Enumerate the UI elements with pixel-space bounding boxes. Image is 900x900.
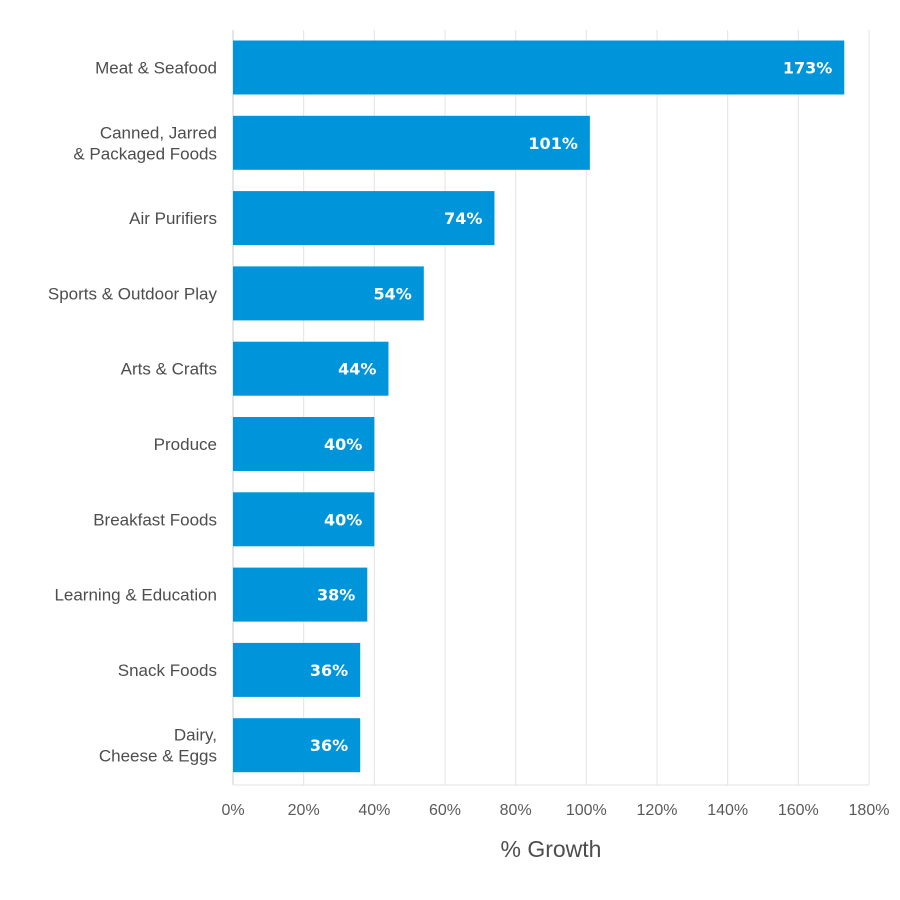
category-label: Produce xyxy=(154,435,217,454)
value-label: 44% xyxy=(338,360,376,379)
bar xyxy=(233,492,375,547)
category-label-line: Dairy, xyxy=(174,726,217,745)
category-label: Canned, Jarred & Packaged Foods xyxy=(73,123,217,163)
category-label: Meat & Seafood xyxy=(95,59,217,78)
bars xyxy=(233,40,845,773)
value-label: 74% xyxy=(444,209,482,228)
category-label-line: Snack Foods xyxy=(118,661,217,680)
x-tick-label: 60% xyxy=(429,802,461,819)
category-label: Learning & Education xyxy=(54,586,217,605)
value-label: 173% xyxy=(783,59,832,78)
x-tick-label: 160% xyxy=(778,802,819,819)
x-tick-label: 120% xyxy=(637,802,678,819)
x-axis-title: % Growth xyxy=(501,836,602,862)
category-label-line: Produce xyxy=(154,435,217,454)
bar xyxy=(233,567,368,622)
category-label-line: Sports & Outdoor Play xyxy=(48,284,218,303)
bar xyxy=(233,266,424,321)
value-label: 101% xyxy=(528,134,577,153)
category-labels: Meat & Seafood Canned, Jarred & Packaged F… xyxy=(48,59,218,766)
value-label: 54% xyxy=(374,284,412,303)
x-tick-label: 180% xyxy=(849,802,890,819)
category-label-line: Canned, Jarred xyxy=(100,123,217,142)
category-label-line: Learning & Education xyxy=(54,586,217,605)
category-label-line: Air Purifiers xyxy=(129,209,217,228)
x-tick-label: 20% xyxy=(288,802,320,819)
bar xyxy=(233,40,845,95)
value-labels: 173% 101% 74% 54% 44% 40% 40% 38% 36% 36% xyxy=(310,59,832,756)
value-label: 36% xyxy=(310,661,348,680)
bar xyxy=(233,718,361,773)
x-tick-label: 100% xyxy=(566,802,607,819)
bar xyxy=(233,191,495,246)
category-label: Snack Foods xyxy=(118,661,217,680)
x-tick-label: 80% xyxy=(500,802,532,819)
x-axis-ticks: 0% 20% 40% 60% 80% 100% 120% 140% 160% 180% xyxy=(221,802,889,819)
category-label-line: Breakfast Foods xyxy=(93,510,217,529)
category-label-line: Arts & Crafts xyxy=(121,360,217,379)
x-tick-label: 40% xyxy=(358,802,390,819)
value-label: 40% xyxy=(324,435,362,454)
bar xyxy=(233,341,389,396)
bar xyxy=(233,115,590,170)
category-label-line: & Packaged Foods xyxy=(73,144,217,163)
category-label: Dairy, Cheese & Eggs xyxy=(99,726,217,766)
category-label: Air Purifiers xyxy=(129,209,217,228)
category-label: Arts & Crafts xyxy=(121,360,217,379)
category-label-line: Cheese & Eggs xyxy=(99,747,217,766)
value-label: 36% xyxy=(310,736,348,755)
bar xyxy=(233,417,375,471)
category-label: Sports & Outdoor Play xyxy=(48,284,218,303)
value-label: 40% xyxy=(324,510,362,529)
bar xyxy=(233,642,361,697)
category-label-line: Meat & Seafood xyxy=(95,59,217,78)
value-label: 38% xyxy=(317,586,355,605)
x-tick-label: 140% xyxy=(707,802,748,819)
x-tick-label: 0% xyxy=(221,802,244,819)
category-label: Breakfast Foods xyxy=(93,510,217,529)
